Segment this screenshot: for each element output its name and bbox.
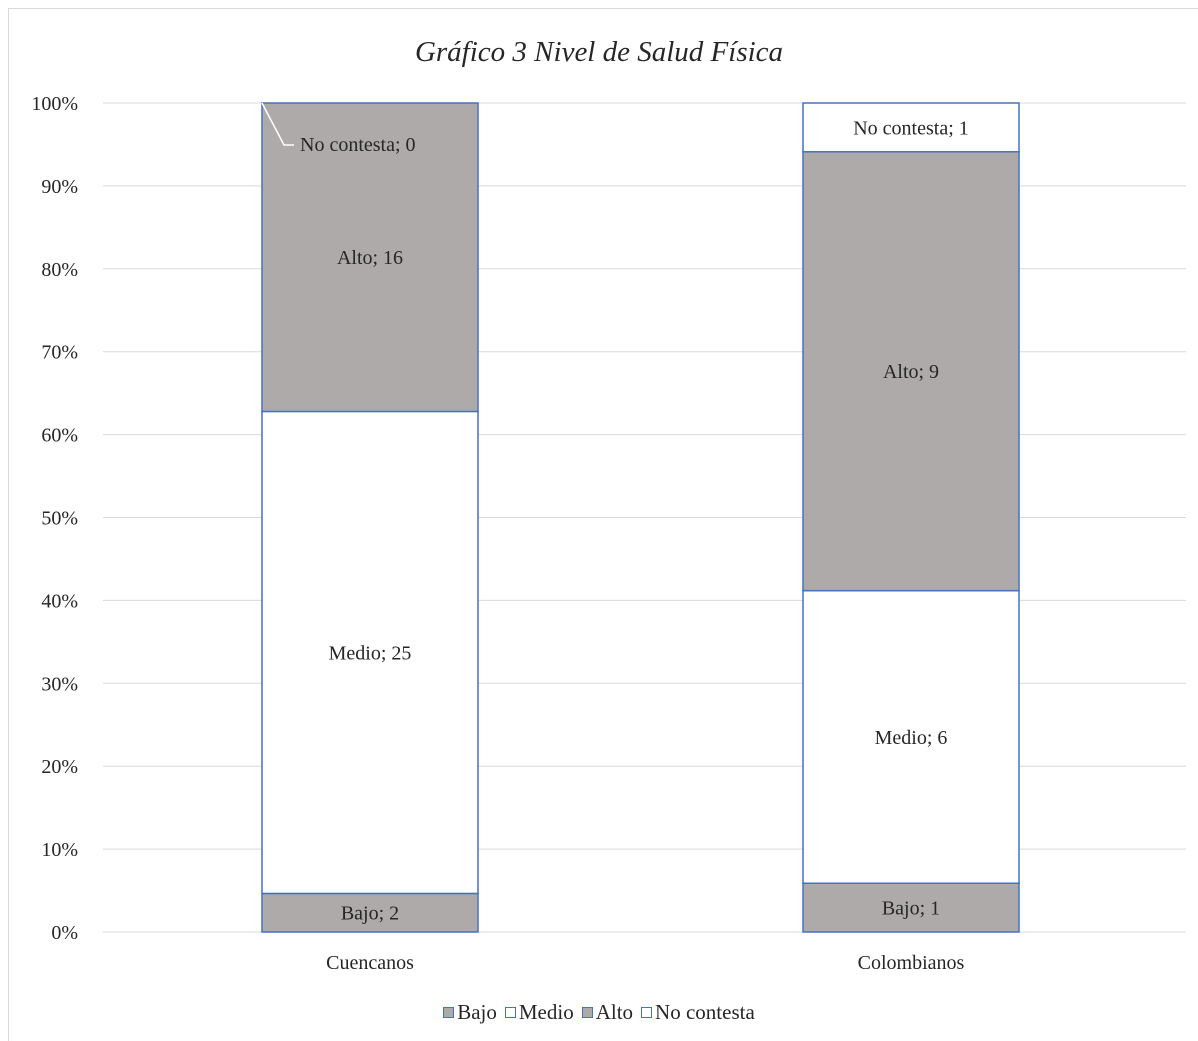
y-tick-label: 0%: [51, 922, 78, 944]
leader-line: [261, 102, 294, 146]
legend-swatch: [443, 1007, 455, 1018]
y-tick-label: 100%: [31, 93, 78, 115]
data-label: Bajo; 1: [882, 898, 940, 920]
legend-item: Alto: [581, 1000, 634, 1025]
y-tick-label: 90%: [41, 176, 78, 198]
chart-title: Gráfico 3 Nivel de Salud Física: [414, 36, 784, 68]
legend-item: Bajo: [443, 1000, 497, 1025]
data-label: Alto; 16: [337, 247, 403, 269]
legend-label: Alto: [595, 1000, 634, 1024]
bar-segment-medio: [802, 589, 1020, 884]
bar-segment-bajo: [802, 882, 1020, 933]
legend-label: Bajo: [457, 1000, 497, 1024]
y-tick-label: 60%: [41, 425, 78, 447]
bar-segment-alto: [802, 151, 1020, 592]
data-label: No contesta; 1: [853, 117, 969, 139]
legend-label: Medio: [518, 1000, 574, 1024]
chart-legend: Bajo Medio Alto No contesta: [0, 1000, 1198, 1025]
x-category-label: Colombianos: [858, 952, 965, 974]
legend-item: Medio: [504, 1000, 574, 1025]
y-tick-label: 40%: [41, 590, 78, 612]
y-tick-label: 50%: [41, 508, 78, 530]
y-tick-label: 10%: [41, 839, 78, 861]
legend-swatch: [641, 1007, 653, 1018]
legend-label: No contesta: [655, 1000, 755, 1024]
y-tick-label: 80%: [41, 259, 78, 281]
bar-segment-no-contesta: [802, 102, 1020, 153]
legend-swatch: [581, 1007, 593, 1018]
chart-plot: 0% 10% 20% 30% 40% 50% 60% 70% 80% 90% 100% Bajo; 2…: [31, 93, 1186, 974]
data-label: Medio; 6: [875, 727, 948, 749]
legend-swatch: [504, 1007, 516, 1018]
data-label: Bajo; 2: [341, 903, 399, 925]
data-label: Medio; 25: [329, 642, 412, 664]
x-category-label: Cuencanos: [326, 952, 414, 974]
bar-segment-alto: [261, 102, 479, 413]
bar-segment-medio: [261, 410, 479, 895]
y-tick-label: 70%: [41, 342, 78, 364]
legend-item: No contesta: [641, 1000, 755, 1025]
y-tick-label: 20%: [41, 756, 78, 778]
data-label: No contesta; 0: [300, 134, 416, 156]
data-label: Alto; 9: [883, 361, 939, 383]
y-tick-label: 30%: [41, 673, 78, 695]
